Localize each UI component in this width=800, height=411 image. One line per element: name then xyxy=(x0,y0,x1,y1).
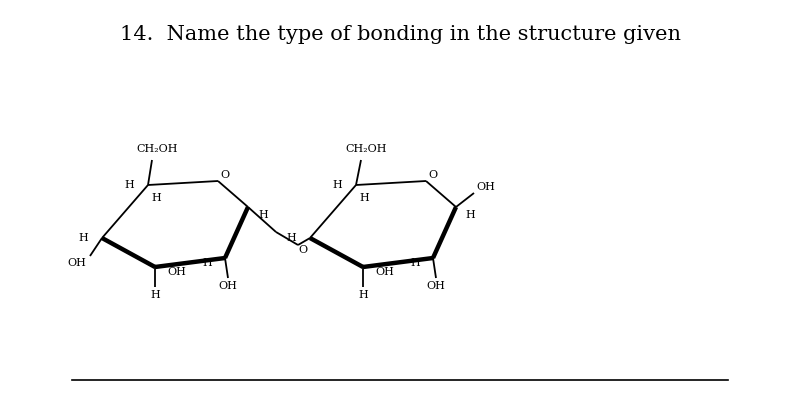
Text: H: H xyxy=(150,290,160,300)
Text: H: H xyxy=(358,290,368,300)
Text: O: O xyxy=(221,170,230,180)
Text: H: H xyxy=(359,193,369,203)
Text: OH: OH xyxy=(67,258,86,268)
Text: H: H xyxy=(258,210,268,220)
Text: OH: OH xyxy=(477,182,495,192)
Text: CH₂OH: CH₂OH xyxy=(346,144,386,154)
Text: OH: OH xyxy=(426,281,446,291)
Text: H: H xyxy=(78,233,88,243)
Text: H: H xyxy=(124,180,134,190)
Text: H: H xyxy=(410,258,420,268)
Text: OH: OH xyxy=(167,267,186,277)
Text: 14.  Name the type of bonding in the structure given: 14. Name the type of bonding in the stru… xyxy=(119,25,681,44)
Text: O: O xyxy=(298,245,307,255)
Text: O: O xyxy=(429,170,438,180)
Text: H: H xyxy=(465,210,475,220)
Text: H: H xyxy=(286,233,296,243)
Text: H: H xyxy=(202,258,212,268)
Text: OH: OH xyxy=(375,267,394,277)
Text: H: H xyxy=(151,193,161,203)
Text: OH: OH xyxy=(218,281,238,291)
Text: H: H xyxy=(332,180,342,190)
Text: CH₂OH: CH₂OH xyxy=(136,144,178,154)
